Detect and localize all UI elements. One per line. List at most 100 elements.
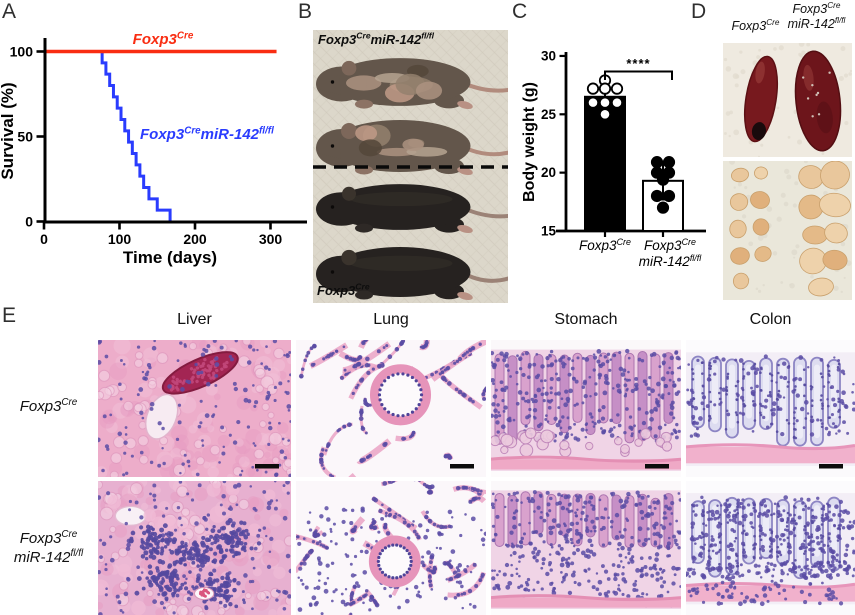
genotype-label: Foxp3Cre — [19, 397, 78, 415]
histology-stomach-control — [491, 340, 681, 477]
lymph-node-ko — [802, 225, 828, 245]
mouse — [316, 120, 508, 176]
histology-row-label-ko: Foxp3Cre miR-142fl/fl — [0, 529, 97, 567]
svg-text:100: 100 — [10, 44, 34, 60]
organ-label-control: Foxp3Cre — [713, 17, 798, 34]
svg-text:50: 50 — [17, 129, 33, 145]
panel-letter-b: B — [298, 0, 313, 23]
data-point — [662, 189, 676, 203]
genotype-label: miR-142fl/fl — [787, 15, 846, 31]
data-point — [662, 156, 676, 169]
data-point — [586, 82, 600, 95]
mouse-photo-label-ko: Foxp3CremiR-142fl/fl — [318, 30, 435, 47]
lymph-node-control — [729, 193, 749, 211]
histology-row-label-control: Foxp3Cre — [0, 397, 97, 416]
panel-letter-e: E — [2, 304, 17, 327]
body-weight-chart: 15 20 25 30 Body weight (g) **** Foxp3Cre Foxp3… — [521, 48, 706, 269]
histology-colon-ko — [686, 481, 855, 615]
genotype-label: Foxp3Cre — [731, 17, 780, 33]
genotype-label: Foxp3Cre — [19, 529, 78, 547]
survival-plot: 0 50 100 0 100 200 300 Time (days) Survival (%) F… — [0, 30, 307, 267]
data-point — [586, 96, 600, 109]
lymph-node-photo — [723, 161, 852, 300]
mouse-photo-label-control: Foxp3Cre — [317, 281, 370, 298]
genotype-label: Foxp3Cre — [317, 281, 370, 298]
mouse — [316, 247, 508, 301]
histology-lung-control — [296, 340, 486, 477]
panel-letter-c: C — [512, 0, 528, 23]
lymph-node-ko — [819, 192, 851, 218]
mouse — [316, 184, 508, 234]
lymph-node-control — [754, 166, 768, 180]
panel-letter-d: D — [691, 0, 707, 23]
organ-label-ko: Foxp3Cre miR-142fl/fl — [778, 0, 855, 31]
svg-text:100: 100 — [108, 231, 132, 247]
svg-text:300: 300 — [259, 231, 283, 247]
bodyweight-plot: 15 20 25 30 Body weight (g) **** Foxp3Cre Foxp3… — [521, 48, 706, 269]
svg-text:30: 30 — [541, 48, 556, 63]
svg-text:Survival (%): Survival (%) — [0, 82, 17, 179]
svg-text:Foxp3Cre: Foxp3Cre — [579, 237, 631, 253]
data-point — [610, 96, 624, 109]
lymph-node-control — [754, 246, 772, 262]
mouse-photo: Foxp3CremiR-142fl/fl Foxp3Cre — [313, 30, 508, 303]
svg-text:Body weight (g): Body weight (g) — [521, 82, 538, 202]
data-point — [656, 201, 670, 214]
scale-bar — [255, 464, 279, 469]
data-point — [656, 173, 670, 186]
genotype-label: Foxp3Cre — [792, 0, 841, 16]
airway — [369, 364, 432, 426]
svg-text:Foxp3Cre: Foxp3Cre — [133, 30, 194, 48]
lymph-node-ko — [824, 222, 848, 244]
scale-bar — [450, 464, 474, 469]
genotype-label: Foxp3CremiR-142fl/fl — [318, 30, 435, 47]
histology-header-lung: Lung — [373, 311, 409, 328]
svg-text:Foxp3Cre: Foxp3Cre — [644, 237, 696, 253]
significance-bracket — [604, 70, 673, 80]
svg-text:0: 0 — [25, 214, 33, 230]
svg-text:Time (days): Time (days) — [123, 248, 217, 267]
lymph-node-ko — [822, 249, 848, 271]
data-point — [650, 156, 664, 169]
lymph-node-control — [730, 247, 750, 265]
svg-text:25: 25 — [541, 107, 557, 122]
lymph-node-control — [729, 219, 747, 239]
survival-chart: 0 50 100 0 100 200 300 Time (days) Survival (%) F… — [0, 30, 307, 267]
mouse-photo-image — [313, 30, 508, 303]
spleen-control — [743, 55, 779, 143]
svg-text:15: 15 — [541, 224, 557, 239]
svg-text:20: 20 — [541, 165, 556, 180]
scale-bar — [645, 464, 669, 469]
spleen-photo — [723, 43, 852, 157]
data-point — [610, 82, 624, 95]
svg-text:Foxp3CremiR-142fl/fl: Foxp3CremiR-142fl/fl — [140, 125, 274, 143]
histology-liver-control — [98, 340, 291, 477]
svg-text:****: **** — [626, 56, 650, 71]
organ-photos: Foxp3Cre Foxp3Cre miR-142fl/fl — [690, 0, 855, 305]
histology-liver-ko — [98, 481, 291, 615]
histology-header-stomach: Stomach — [554, 311, 618, 328]
data-point — [598, 96, 612, 109]
lymph-node-control — [731, 167, 749, 183]
lymph-node-control — [750, 191, 770, 209]
histology-stomach-ko — [491, 481, 681, 615]
data-point — [650, 189, 664, 203]
histology-colon-control — [686, 340, 855, 477]
histology-header-colon: Colon — [749, 311, 792, 328]
survival-curve-ko — [44, 50, 172, 222]
panel-letter-a: A — [2, 0, 17, 23]
lymph-node-control — [732, 272, 750, 290]
scale-bar — [819, 464, 843, 469]
svg-text:200: 200 — [183, 231, 207, 247]
histology-header-liver: Liver — [177, 311, 212, 328]
data-point — [598, 108, 612, 121]
genotype-label: miR-142fl/fl — [13, 548, 84, 566]
mouse — [316, 58, 508, 110]
histology-lung-ko — [296, 481, 486, 615]
spleen-ko — [794, 50, 842, 152]
lymph-node-ko — [820, 161, 850, 190]
svg-text:miR-142fl/fl: miR-142fl/fl — [639, 253, 702, 269]
lymph-node-control — [752, 218, 770, 236]
data-point — [598, 82, 612, 95]
